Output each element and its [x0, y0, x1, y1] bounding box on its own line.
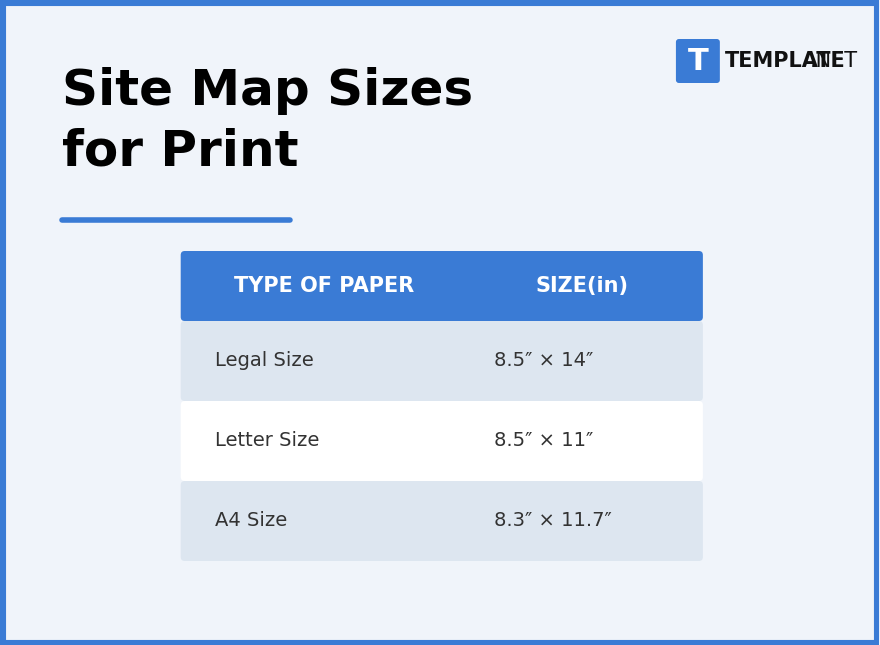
- FancyBboxPatch shape: [676, 39, 720, 83]
- Text: Legal Size: Legal Size: [215, 352, 313, 370]
- Text: Site Map Sizes: Site Map Sizes: [62, 67, 473, 115]
- FancyBboxPatch shape: [180, 481, 703, 561]
- Text: for Print: for Print: [62, 127, 298, 175]
- Text: TYPE OF PAPER: TYPE OF PAPER: [234, 276, 414, 296]
- Text: TEMPLATE: TEMPLATE: [725, 51, 846, 71]
- Text: 8.5″ × 11″: 8.5″ × 11″: [495, 432, 593, 450]
- Text: Letter Size: Letter Size: [215, 432, 319, 450]
- FancyBboxPatch shape: [180, 401, 703, 481]
- FancyBboxPatch shape: [180, 251, 703, 321]
- Text: 8.5″ × 14″: 8.5″ × 14″: [495, 352, 593, 370]
- Text: A4 Size: A4 Size: [215, 511, 287, 530]
- Text: 8.3″ × 11.7″: 8.3″ × 11.7″: [495, 511, 612, 530]
- Text: SIZE(in): SIZE(in): [535, 276, 628, 296]
- Text: T: T: [687, 46, 708, 75]
- Text: .NET: .NET: [810, 51, 858, 71]
- FancyBboxPatch shape: [180, 321, 703, 401]
